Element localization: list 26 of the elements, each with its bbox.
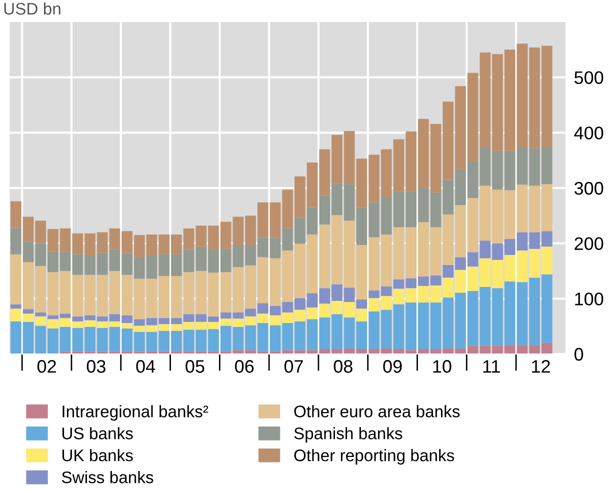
legend-label: Swiss banks — [62, 471, 154, 484]
y-tick-label: 200 — [574, 237, 604, 250]
x-tick-label: 05 — [186, 360, 204, 373]
legend-label: Other reporting banks — [294, 449, 454, 465]
x-tick-label: 08 — [334, 360, 352, 373]
x-tick-label: 06 — [235, 360, 254, 373]
x-tick-label: 03 — [86, 360, 106, 373]
y-axis-title: USD bn — [4, 2, 60, 15]
y-tick-label: 0 — [574, 348, 584, 361]
x-tick-label: 10 — [433, 360, 452, 373]
y-tick-label: 300 — [574, 182, 604, 195]
legend-label: US banks — [62, 427, 133, 440]
x-tick-label: 09 — [383, 360, 402, 373]
x-tick-label: 12 — [532, 360, 550, 373]
x-tick-label: 02 — [37, 360, 56, 373]
legend-label: Spanish banks — [294, 427, 402, 443]
x-tick-label: 04 — [136, 360, 156, 373]
legend-label: UK banks — [62, 449, 133, 462]
legend-label: Other euro area banks — [294, 405, 460, 418]
x-tick-label: 07 — [284, 360, 303, 373]
legend-label: Intraregional banks² — [62, 405, 208, 421]
y-tick-label: 500 — [574, 71, 604, 84]
y-tick-label: 100 — [575, 292, 604, 306]
y-tick-label: 400 — [574, 126, 604, 140]
x-tick-label: 11 — [483, 360, 500, 373]
bar — [10, 304, 22, 309]
